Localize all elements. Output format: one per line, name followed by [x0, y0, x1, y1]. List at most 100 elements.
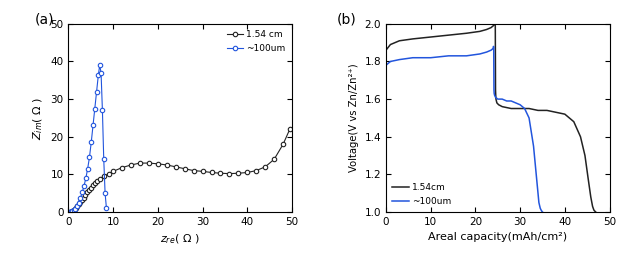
1.54 cm: [77, 201, 84, 204]
1.54 cm: [199, 170, 207, 173]
1.54cm: [589, 205, 596, 208]
1.54 cm: [118, 166, 126, 169]
~100um: [490, 47, 498, 50]
~100um: [512, 101, 519, 104]
~100um: [70, 209, 78, 212]
1.54 cm: [216, 172, 224, 175]
X-axis label: $z_{re}$( Ω ): $z_{re}$( Ω ): [160, 232, 200, 246]
~100um: [103, 207, 110, 210]
1.54cm: [591, 209, 598, 213]
~100um: [67, 210, 75, 213]
~100um: [75, 201, 83, 204]
~100um: [530, 144, 537, 148]
~100um: [535, 201, 542, 204]
1.54cm: [382, 48, 389, 52]
Legend: 1.54cm, ~100um: 1.54cm, ~100um: [391, 181, 453, 207]
1.54cm: [491, 24, 499, 27]
1.54 cm: [87, 186, 95, 189]
1.54cm: [495, 103, 503, 106]
1.54 cm: [128, 163, 135, 166]
~100um: [516, 103, 524, 106]
~100um: [82, 176, 90, 180]
1.54 cm: [172, 165, 180, 169]
~100um: [101, 192, 109, 195]
Line: 1.54 cm: 1.54 cm: [68, 127, 292, 214]
1.54cm: [587, 195, 595, 198]
1.54 cm: [136, 161, 144, 165]
1.54cm: [492, 88, 499, 91]
1.54 cm: [101, 175, 108, 178]
~100um: [445, 54, 452, 58]
~100um: [88, 141, 95, 144]
1.54 cm: [72, 207, 80, 210]
1.54 cm: [83, 191, 91, 194]
~100um: [494, 98, 501, 101]
~100um: [521, 107, 528, 110]
1.54cm: [577, 135, 584, 138]
1.54cm: [581, 154, 588, 157]
Line: ~100um: ~100um: [67, 63, 109, 214]
1.54cm: [490, 24, 497, 27]
1.54 cm: [244, 171, 251, 174]
~100um: [72, 207, 79, 211]
~100um: [483, 50, 490, 54]
1.54 cm: [271, 158, 278, 161]
1.54 cm: [145, 161, 152, 165]
1.54cm: [476, 30, 483, 33]
~100um: [95, 73, 102, 76]
1.54cm: [409, 37, 417, 41]
1.54 cm: [261, 165, 269, 169]
~100um: [78, 191, 86, 194]
~100um: [508, 99, 515, 103]
1.54cm: [570, 120, 577, 123]
1.54cm: [387, 43, 394, 46]
Text: (b): (b): [337, 12, 356, 26]
1.54cm: [543, 109, 550, 112]
Legend: 1.54 cm, ~100um: 1.54 cm, ~100um: [225, 28, 287, 55]
~100um: [427, 56, 434, 59]
1.54 cm: [105, 172, 113, 175]
~100um: [100, 158, 108, 161]
~100um: [538, 210, 545, 213]
1.54 cm: [81, 193, 89, 197]
~100um: [490, 47, 497, 50]
1.54 cm: [226, 172, 233, 175]
~100um: [80, 184, 88, 187]
Text: (a): (a): [35, 12, 54, 26]
1.54 cm: [70, 209, 78, 212]
~100um: [539, 210, 546, 214]
1.54 cm: [234, 172, 242, 175]
1.54cm: [445, 34, 452, 37]
1.54 cm: [109, 170, 117, 173]
~100um: [84, 167, 91, 170]
~100um: [96, 64, 103, 67]
1.54 cm: [70, 209, 77, 213]
1.54 cm: [72, 208, 79, 211]
1.54cm: [508, 107, 515, 110]
1.54cm: [493, 101, 501, 104]
~100um: [490, 92, 498, 95]
1.54cm: [592, 210, 600, 214]
~100um: [65, 210, 73, 214]
~100um: [526, 116, 533, 120]
1.54cm: [526, 107, 533, 110]
1.54 cm: [73, 205, 81, 208]
~100um: [490, 88, 498, 91]
1.54 cm: [253, 169, 260, 172]
~100um: [534, 182, 541, 186]
1.54 cm: [75, 203, 83, 206]
~100um: [97, 71, 104, 74]
1.54cm: [492, 94, 499, 97]
~100um: [490, 45, 497, 48]
1.54cm: [498, 105, 506, 108]
~100um: [68, 210, 76, 213]
~100um: [73, 205, 81, 208]
~100um: [91, 107, 98, 110]
1.54cm: [396, 39, 403, 42]
1.54cm: [427, 36, 434, 39]
1.54 cm: [286, 128, 294, 131]
~100um: [476, 52, 483, 56]
Line: 1.54cm: 1.54cm: [386, 24, 596, 212]
Y-axis label: $Z_{im}$( Ω ): $Z_{im}$( Ω ): [31, 96, 45, 140]
~100um: [538, 209, 545, 213]
